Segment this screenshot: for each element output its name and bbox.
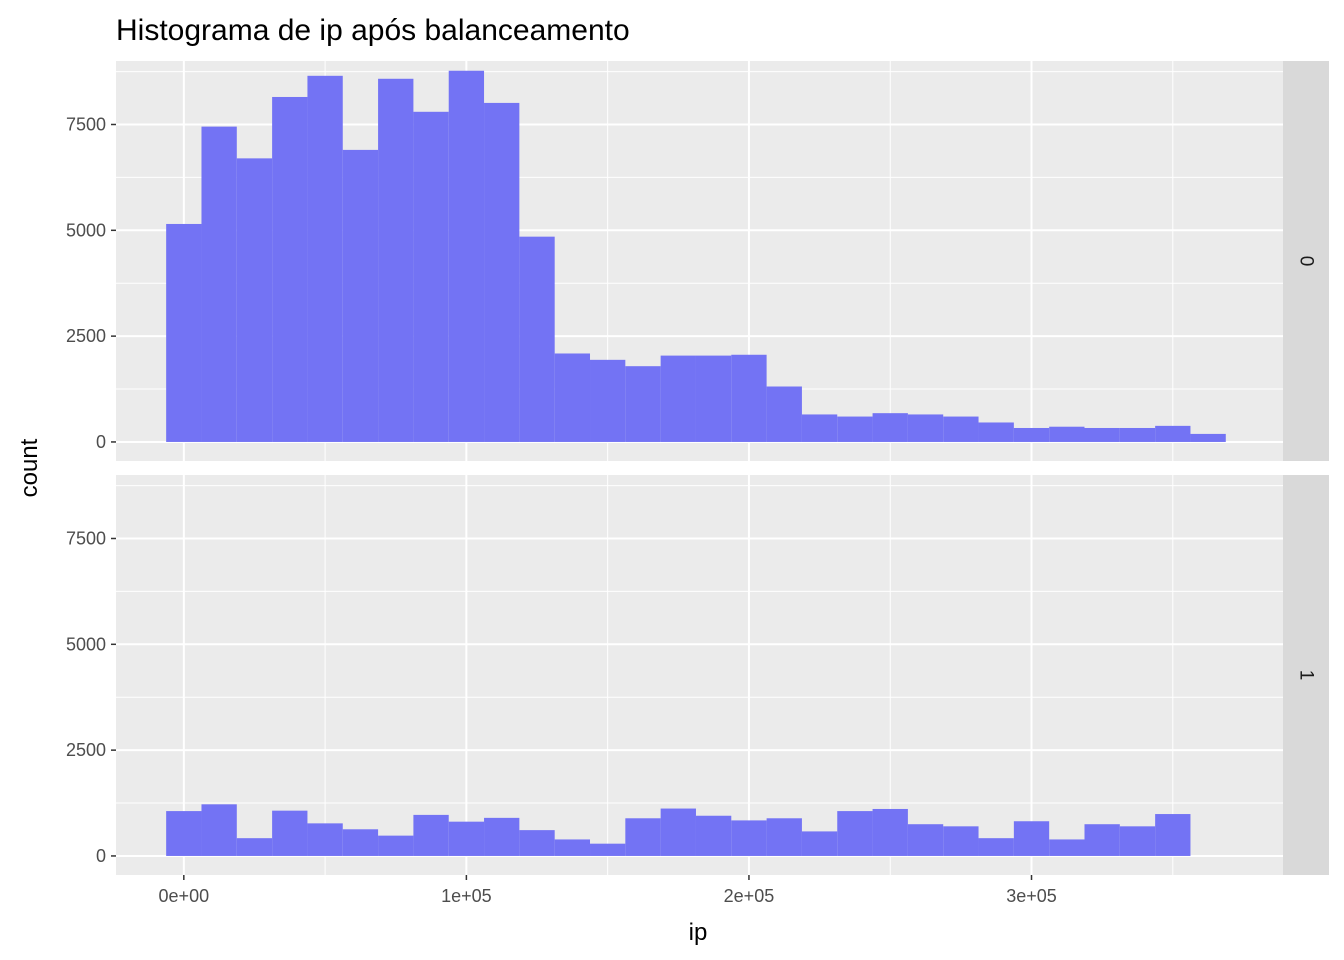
histogram-bar bbox=[1013, 821, 1050, 856]
histogram-bar bbox=[554, 839, 591, 856]
histogram-bar bbox=[236, 158, 273, 442]
histogram-bar bbox=[1155, 425, 1191, 442]
histogram-bar bbox=[766, 386, 802, 442]
histogram-bar bbox=[907, 824, 944, 856]
facet-panel-1: 1 bbox=[116, 475, 1329, 875]
x-tick-label: 3e+05 bbox=[1006, 886, 1057, 906]
histogram-bar bbox=[872, 413, 908, 442]
facet-panel-0: 0 bbox=[116, 61, 1329, 461]
histogram-bar bbox=[695, 815, 732, 856]
histogram-bar bbox=[166, 223, 202, 442]
histogram-bar bbox=[448, 821, 485, 856]
y-tick-label: 7500 bbox=[66, 114, 106, 134]
facet-strip-label: 0 bbox=[1296, 256, 1317, 267]
histogram-bar bbox=[695, 355, 732, 442]
histogram-bar bbox=[978, 838, 1014, 856]
y-tick-label: 0 bbox=[96, 432, 106, 452]
histogram-bar bbox=[837, 416, 873, 442]
histogram-bar bbox=[307, 823, 343, 856]
y-axis-title: count bbox=[16, 438, 43, 497]
panel-background bbox=[116, 475, 1283, 875]
x-axis: 0e+00 1e+05 2e+05 3e+05 bbox=[159, 875, 1057, 906]
histogram-bar bbox=[978, 422, 1014, 442]
y-tick-label: 0 bbox=[96, 846, 106, 866]
histogram-bar bbox=[801, 831, 838, 856]
histogram-bar bbox=[801, 414, 838, 442]
histogram-bar bbox=[1155, 814, 1191, 856]
histogram-bar bbox=[837, 811, 873, 856]
histogram-bar bbox=[590, 843, 626, 856]
histogram-bar bbox=[272, 96, 308, 442]
facet-panels: 01 bbox=[116, 61, 1329, 875]
histogram-bar bbox=[1119, 427, 1156, 442]
histogram-bar bbox=[1119, 826, 1156, 856]
y-tick-label: 5000 bbox=[66, 220, 106, 240]
x-tick-label: 0e+00 bbox=[159, 886, 210, 906]
y-tick-label: 2500 bbox=[66, 326, 106, 346]
histogram-bar bbox=[413, 111, 449, 442]
histogram-bar bbox=[236, 838, 273, 856]
histogram-bar bbox=[519, 236, 555, 442]
histogram-bar bbox=[201, 126, 237, 442]
histogram-bar bbox=[201, 804, 237, 856]
histogram-bar bbox=[1084, 824, 1120, 856]
chart-title: Histograma de ip após balanceamento bbox=[116, 14, 630, 47]
histogram-bar bbox=[943, 826, 979, 856]
histogram-bar bbox=[307, 75, 343, 442]
histogram-bar bbox=[1049, 839, 1085, 856]
histogram-bar bbox=[378, 78, 414, 442]
histogram-bar bbox=[484, 817, 520, 856]
histogram-bar bbox=[872, 808, 908, 856]
histogram-bar bbox=[519, 830, 555, 856]
histogram-bar bbox=[766, 818, 802, 856]
histogram-bar bbox=[378, 835, 414, 856]
histogram-bar bbox=[625, 366, 661, 442]
histogram-bar bbox=[590, 359, 626, 442]
facet-strip-label: 1 bbox=[1296, 670, 1317, 681]
facet-strip bbox=[1283, 475, 1329, 875]
histogram-bar bbox=[413, 814, 449, 856]
histogram-bar bbox=[1190, 433, 1226, 442]
x-tick-label: 1e+05 bbox=[441, 886, 492, 906]
facet-strip bbox=[1283, 61, 1329, 461]
histogram-bar bbox=[1084, 427, 1120, 442]
y-tick-label: 2500 bbox=[66, 740, 106, 760]
histogram-bar bbox=[731, 820, 767, 856]
histogram-bar bbox=[660, 808, 696, 856]
histogram-bar bbox=[342, 149, 379, 442]
x-axis-title: ip bbox=[689, 919, 708, 946]
histogram-bar bbox=[166, 811, 202, 856]
histogram-bar bbox=[484, 102, 520, 442]
histogram-bar bbox=[448, 70, 485, 442]
y-axes: 0 2500 5000 7500 0 2500 5000 7500 bbox=[66, 114, 116, 866]
histogram-bar bbox=[943, 416, 979, 442]
histogram-bar bbox=[1049, 426, 1085, 442]
histogram-bar bbox=[272, 810, 308, 856]
histogram-bar bbox=[907, 414, 944, 442]
y-tick-label: 7500 bbox=[66, 528, 106, 548]
histogram-bar bbox=[342, 829, 379, 856]
x-tick-label: 2e+05 bbox=[724, 886, 775, 906]
histogram-bar bbox=[1013, 427, 1050, 442]
histogram-bar bbox=[731, 354, 767, 442]
histogram-bar bbox=[554, 353, 591, 442]
histogram-bar bbox=[625, 818, 661, 856]
y-tick-label: 5000 bbox=[66, 634, 106, 654]
histogram-bar bbox=[660, 355, 696, 442]
